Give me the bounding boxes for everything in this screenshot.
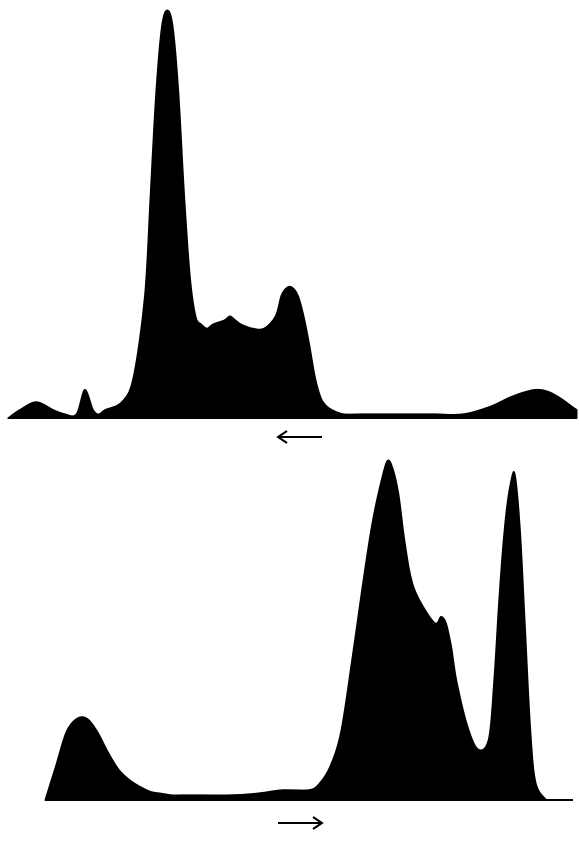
density-area-2-1 (44, 459, 548, 801)
density-area-1-1 (6, 9, 578, 419)
chart-panel-2 (44, 459, 573, 830)
chart-panel-1 (6, 9, 578, 444)
right-arrow-icon (278, 816, 324, 830)
left-arrow-icon (276, 430, 322, 444)
